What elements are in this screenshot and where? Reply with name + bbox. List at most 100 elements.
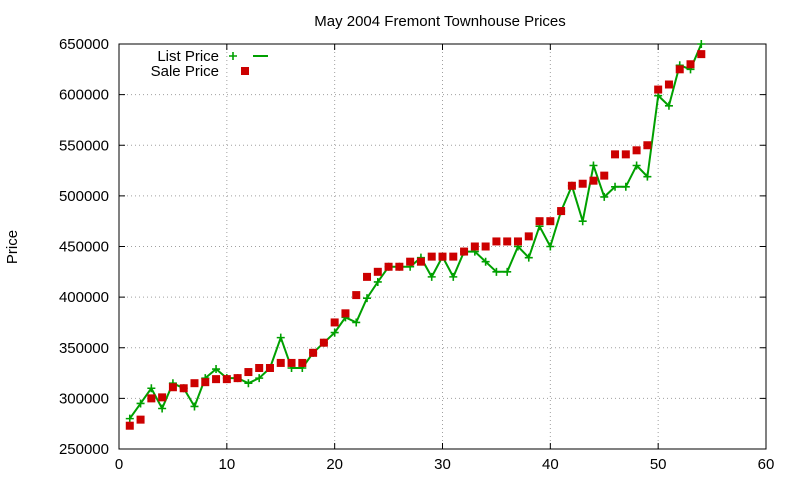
x-tick-label: 60 [758,456,775,473]
data-point [212,375,221,384]
series-line-list-price [128,43,703,420]
plot-frame [118,43,767,450]
data-point [201,378,210,387]
data-point [664,101,673,110]
data-point [546,217,555,226]
data-point [179,384,188,393]
x-tick-label: 20 [326,456,343,473]
data-point [427,252,436,261]
data-point [330,328,339,337]
data-point [276,333,285,342]
data-point [535,217,544,226]
y-tick-label: 250000 [59,441,109,458]
data-point [244,368,253,377]
data-point [611,150,620,159]
legend-marker-list-price [229,52,237,60]
data-point [255,374,264,383]
data-point [578,179,587,188]
data-point [309,348,318,357]
legend-label-sale-price: Sale Price [151,63,219,80]
data-point [460,247,469,256]
data-point [546,242,555,251]
chart-title: May 2004 Fremont Townhouse Prices [314,13,566,30]
data-point [341,309,350,318]
data-point [611,182,620,191]
data-point [363,272,372,281]
series-list-price [125,40,706,423]
data-point [125,414,134,423]
y-tick-label: 550000 [59,137,109,154]
x-tick-label: 10 [218,456,235,473]
data-point [427,272,436,281]
data-point [557,207,566,216]
y-tick-label: 400000 [59,289,109,306]
data-point [492,237,501,246]
legend-marker-sale-price [241,67,249,75]
data-point [373,277,382,286]
data-point [158,404,167,413]
x-tick-label: 0 [115,456,123,473]
data-point [190,402,199,411]
data-point [578,217,587,226]
data-point [621,150,630,159]
data-point [158,393,167,402]
series-sale-price [125,50,706,430]
data-point [643,141,652,150]
data-point [416,257,425,266]
y-tick-label: 450000 [59,239,109,256]
data-point [168,383,177,392]
data-point [384,262,393,271]
data-point [600,171,609,180]
data-point [406,257,415,266]
y-tick-label: 350000 [59,340,109,357]
data-point [136,399,145,408]
y-tick-label: 650000 [59,36,109,53]
data-point [654,85,663,94]
data-point [675,65,684,74]
data-point [352,318,361,327]
data-point [395,262,404,271]
data-point [276,358,285,367]
data-point [621,182,630,191]
data-point [319,338,328,347]
data-point [330,318,339,327]
series-layer [125,40,706,430]
x-tick-label: 40 [542,456,559,473]
data-point [265,364,274,372]
data-point [222,375,231,384]
data-point [298,358,307,367]
y-axis-label: Price [4,230,21,264]
data-point [697,40,706,48]
x-tick-label: 50 [650,456,667,473]
data-point [589,176,598,185]
data-point [481,242,490,251]
data-point [125,421,134,430]
data-point [136,415,145,424]
data-point [503,237,512,246]
data-point [589,161,598,170]
data-point [470,242,479,251]
data-point [449,252,458,261]
data-point [190,379,199,388]
data-point [449,272,458,281]
data-point [363,294,372,303]
data-point [524,232,533,241]
data-point [352,291,361,300]
data-point [147,394,156,403]
data-point [567,181,576,190]
data-point [632,161,641,170]
data-point [438,252,447,261]
data-point [481,257,490,266]
data-point [255,364,264,372]
y-tick-label: 500000 [59,188,109,205]
data-point [632,146,641,155]
data-point [147,384,156,393]
legend: List Price Sale Price [151,48,268,80]
data-point [233,374,242,383]
data-point [287,358,296,367]
data-point [503,267,512,276]
x-tick-label: 30 [434,456,451,473]
data-point [697,50,706,59]
data-point [686,60,695,69]
